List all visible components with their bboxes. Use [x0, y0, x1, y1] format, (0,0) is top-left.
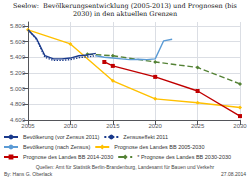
svg-text:Quellen: Amt für Statistik Ber: Quellen: Amt für Statistik Berlin-Brande…: [36, 164, 215, 170]
svg-text:5.000: 5.000: [10, 86, 26, 92]
svg-text:By: Hans G. Oberlack: By: Hans G. Oberlack: [4, 171, 53, 177]
svg-text:* Prognose des Landes BB 2030-: * Prognose des Landes BB 2030-2030: [137, 154, 231, 160]
svg-text:2020: 2020: [149, 123, 163, 129]
svg-text:5.400: 5.400: [10, 54, 26, 60]
svg-text:Seelow: Bevölkerungsentwicklu: Seelow: Bevölkerungsentwicklung (2005-20…: [13, 2, 237, 10]
svg-text:Prognose des Landes BB 2005-20: Prognose des Landes BB 2005-2030: [114, 144, 204, 150]
svg-text:5.200: 5.200: [10, 70, 26, 76]
svg-text:2005: 2005: [21, 123, 35, 129]
svg-text:Bevölkerung (nach Zensus): Bevölkerung (nach Zensus): [23, 144, 90, 150]
svg-text:4.800: 4.800: [10, 101, 26, 107]
svg-text:Bevölkerung (vor Zensus 2011): Bevölkerung (vor Zensus 2011): [23, 134, 99, 140]
svg-text:2030) in den aktuellen Grenzen: 2030) in den aktuellen Grenzen: [73, 10, 177, 18]
svg-text:2030: 2030: [233, 123, 247, 129]
svg-text:Zensuseffekt 2011: Zensuseffekt 2011: [123, 134, 168, 140]
svg-text:27.08.2014: 27.08.2014: [221, 171, 246, 177]
svg-text:2015: 2015: [106, 123, 120, 129]
svg-text:5.800: 5.800: [10, 23, 26, 29]
svg-text:2010: 2010: [64, 123, 78, 129]
svg-text:2025: 2025: [191, 123, 205, 129]
svg-text:Prognose des Landes BB 2014-20: Prognose des Landes BB 2014-2030: [23, 154, 113, 160]
svg-text:5.600: 5.600: [10, 39, 26, 45]
svg-text:4.600: 4.600: [10, 117, 25, 123]
